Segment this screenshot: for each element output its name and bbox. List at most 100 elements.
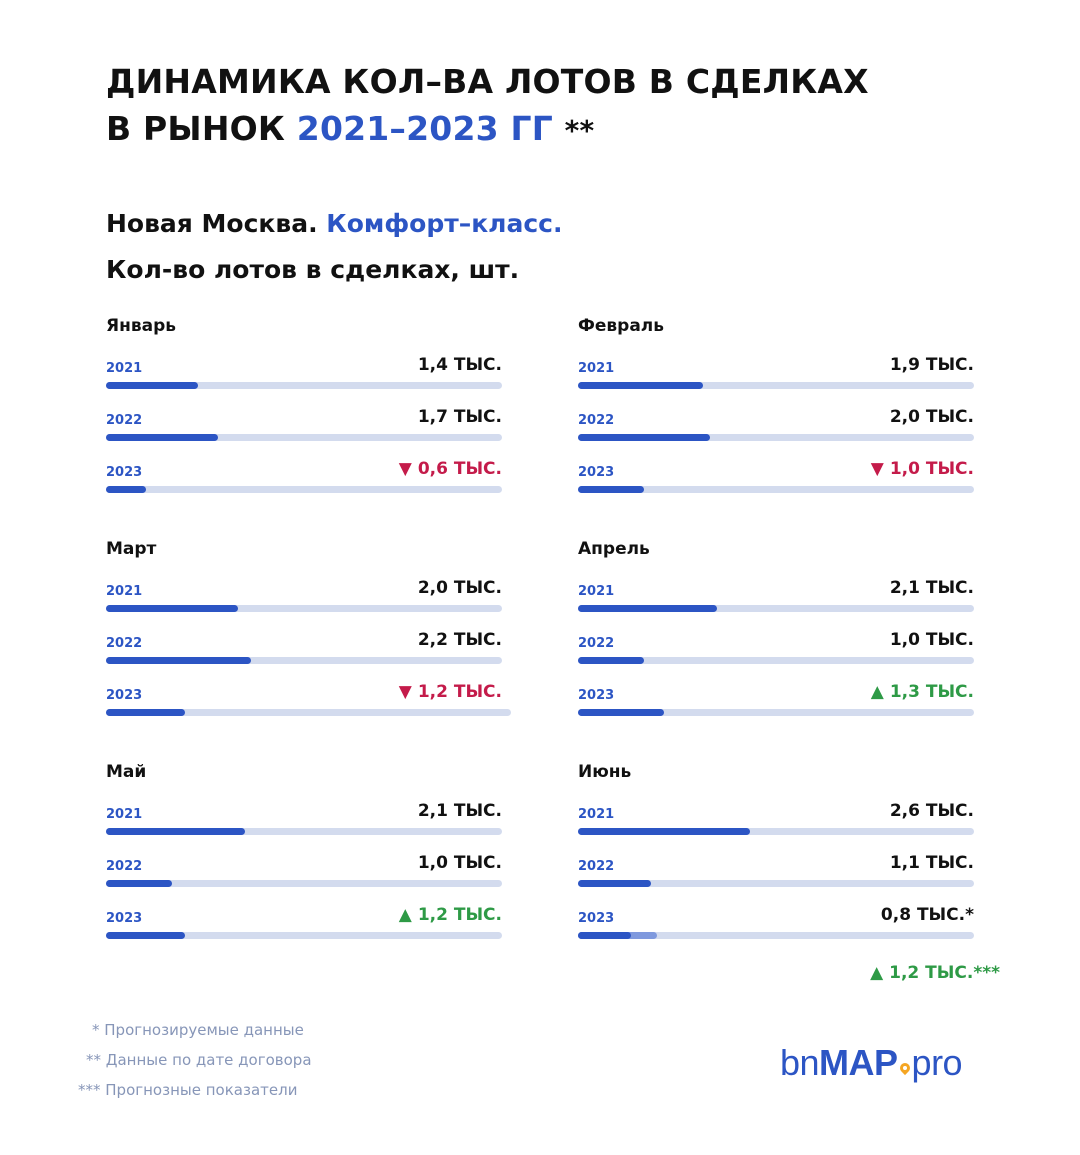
bnmap-logo: bnMAP pro xyxy=(780,1042,963,1084)
bar-track xyxy=(578,880,974,887)
month-name: Январь xyxy=(106,316,176,336)
value-bar xyxy=(578,657,644,664)
value-bar xyxy=(106,880,172,887)
value-text: 1,0 ТЫС. xyxy=(417,853,502,873)
value-text: 1,0 ТЫС. xyxy=(889,459,974,479)
month-name: Июнь xyxy=(578,762,632,782)
value-label: ▲ 1,3 ТЫС. xyxy=(871,682,974,702)
month-panel: Май 2021 2,1 ТЫС. 2022 1,0 ТЫС. 2023 ▲ 1,2 ТЫС. xyxy=(106,762,502,939)
bar-track xyxy=(106,828,502,835)
value-bar xyxy=(106,828,245,835)
value-label: 1,0 ТЫС. xyxy=(890,630,974,650)
year-label: 2021 xyxy=(106,584,143,599)
value-text: 1,9 ТЫС. xyxy=(889,355,974,375)
year-label: 2022 xyxy=(578,413,615,428)
footnote-2: ** Данные по дате договора xyxy=(86,1051,312,1069)
page-title: ДИНАМИКА КОЛ–ВА ЛОТОВ В СДЕЛКАХ В РЫНОК … xyxy=(106,58,869,154)
title-period: 2021–2023 ГГ xyxy=(296,109,553,148)
year-label: 2023 xyxy=(578,465,615,480)
title-prefix: В РЫНОК xyxy=(106,109,286,148)
year-row: 2022 1,0 ТЫС. xyxy=(106,834,502,887)
value-text: 1,2 ТЫС. xyxy=(417,905,502,925)
value-bar xyxy=(578,932,631,939)
value-label: 2,1 ТЫС. xyxy=(890,578,974,598)
year-row: 2021 1,9 ТЫС. xyxy=(578,336,974,389)
value-bar xyxy=(106,657,251,664)
footnote-3: *** Прогнозные показатели xyxy=(78,1081,298,1099)
bar-track xyxy=(106,486,502,493)
value-text: 2,6 ТЫС. xyxy=(889,801,974,821)
value-bar xyxy=(578,605,717,612)
value-text: 1,0 ТЫС. xyxy=(889,630,974,650)
year-label: 2023 xyxy=(578,688,615,703)
units-label: Кол-во лотов в сделках, шт. xyxy=(106,255,520,284)
bar-track xyxy=(106,605,502,612)
value-bar xyxy=(106,709,185,716)
year-row: 2023 ▲ 1,3 ТЫС. xyxy=(578,663,974,716)
year-label: 2023 xyxy=(106,465,143,480)
month-name: Март xyxy=(106,539,157,559)
value-label: ▼ 0,6 ТЫС. xyxy=(399,459,502,479)
title-footnote-mark: ** xyxy=(564,114,595,147)
triangle-down-icon: ▼ xyxy=(398,682,412,702)
year-label: 2022 xyxy=(106,413,143,428)
value-bar xyxy=(578,828,750,835)
bar-track xyxy=(578,932,974,939)
triangle-down-icon: ▼ xyxy=(398,459,412,479)
value-bar xyxy=(106,434,218,441)
subtitle: Новая Москва. Комфорт–класс. xyxy=(106,205,563,243)
value-bar xyxy=(106,605,238,612)
month-panel: Апрель 2021 2,1 ТЫС. 2022 1,0 ТЫС. 2023 ▲ 1,3 Т… xyxy=(578,539,974,716)
value-label: 2,0 ТЫС. xyxy=(418,578,502,598)
value-bar xyxy=(578,382,703,389)
bar-track xyxy=(578,434,974,441)
year-label: 2022 xyxy=(106,859,143,874)
triangle-up-icon: ▲ xyxy=(398,905,412,925)
title-line-1: ДИНАМИКА КОЛ–ВА ЛОТОВ В СДЕЛКАХ xyxy=(106,62,869,101)
value-label: ▼ 1,0 ТЫС. xyxy=(871,459,974,479)
logo-part-2: MAP xyxy=(819,1042,898,1083)
year-row: 2021 1,4 ТЫС. xyxy=(106,336,502,389)
month-panel: Февраль 2021 1,9 ТЫС. 2022 2,0 ТЫС. 2023 ▼ 1,0 … xyxy=(578,316,974,493)
year-label: 2022 xyxy=(578,859,615,874)
triangle-up-icon: ▲ xyxy=(870,963,884,983)
year-row: 2023 ▼ 1,2 ТЫС. xyxy=(106,663,511,716)
year-row: 2023 ▲ 1,2 ТЫС. xyxy=(106,886,502,939)
year-label: 2021 xyxy=(106,807,143,822)
footnote-1: * Прогнозируемые данные xyxy=(92,1021,304,1039)
year-row: 2022 1,0 ТЫС. xyxy=(578,611,974,664)
subtitle-region: Новая Москва. xyxy=(106,209,318,238)
year-row: 2023 0,8 ТЫС.* xyxy=(578,886,974,939)
value-label: 1,9 ТЫС. xyxy=(890,355,974,375)
value-text: 1,1 ТЫС. xyxy=(889,853,974,873)
bar-track xyxy=(578,382,974,389)
value-label: 2,2 ТЫС. xyxy=(418,630,502,650)
year-row: 2022 1,7 ТЫС. xyxy=(106,388,502,441)
month-panel: Январь 2021 1,4 ТЫС. 2022 1,7 ТЫС. 2023 ▼ 0,6 Т… xyxy=(106,316,502,493)
value-label: 1,7 ТЫС. xyxy=(418,407,502,427)
year-label: 2023 xyxy=(106,688,143,703)
month-panel: Июнь 2021 2,6 ТЫС. 2022 1,1 ТЫС. 2023 0,8 ТЫС.… xyxy=(578,762,1000,983)
value-label: ▲ 1,2 ТЫС. xyxy=(399,905,502,925)
year-label: 2023 xyxy=(106,911,143,926)
value-text: 2,0 ТЫС. xyxy=(889,407,974,427)
value-text: 1,4 ТЫС. xyxy=(417,355,502,375)
logo-part-1: bn xyxy=(780,1042,820,1083)
bar-track xyxy=(578,709,974,716)
value-bar xyxy=(106,932,185,939)
bar-track xyxy=(106,880,502,887)
bar-track xyxy=(578,657,974,664)
year-label: 2021 xyxy=(106,361,143,376)
year-row: 2022 1,1 ТЫС. xyxy=(578,834,974,887)
month-name: Февраль xyxy=(578,316,664,336)
value-bar xyxy=(578,880,651,887)
value-label: 0,8 ТЫС.* xyxy=(881,905,974,925)
value-label: 2,1 ТЫС. xyxy=(418,801,502,821)
year-label: 2022 xyxy=(106,636,143,651)
title-line-2: В РЫНОК 2021–2023 ГГ ** xyxy=(106,105,869,154)
value-text: 1,7 ТЫС. xyxy=(417,407,502,427)
value-label: 2,6 ТЫС. xyxy=(890,801,974,821)
value-text: 0,6 ТЫС. xyxy=(417,459,502,479)
year-row: 2021 2,1 ТЫС. xyxy=(106,782,502,835)
triangle-up-icon: ▲ xyxy=(870,682,884,702)
